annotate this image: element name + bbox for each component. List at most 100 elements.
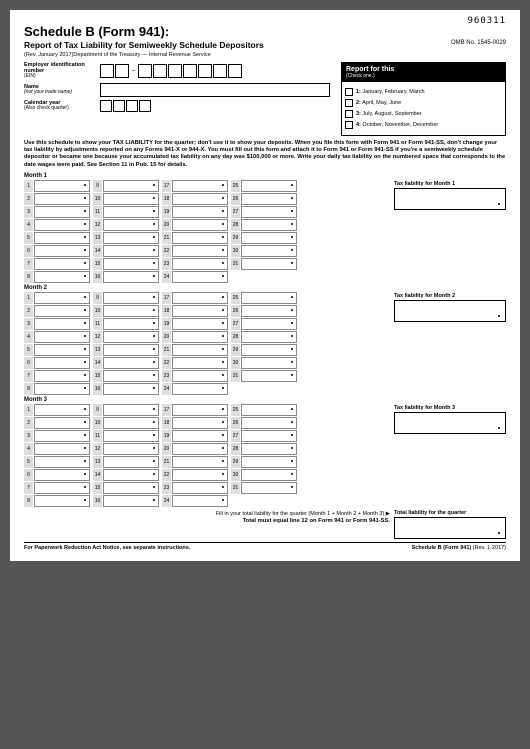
day-28-input[interactable]	[241, 331, 297, 343]
day-29-input[interactable]	[241, 456, 297, 468]
day-11-input[interactable]	[103, 318, 159, 330]
day-3-input[interactable]	[34, 430, 90, 442]
day-16-input[interactable]	[103, 495, 159, 507]
day-31-input[interactable]	[241, 258, 297, 270]
day-28-input[interactable]	[241, 219, 297, 231]
day-14-input[interactable]	[103, 245, 159, 257]
day-8-input[interactable]	[34, 383, 90, 395]
day-4-input[interactable]	[34, 443, 90, 455]
day-15-input[interactable]	[103, 370, 159, 382]
day-18-input[interactable]	[172, 417, 228, 429]
day-7-input[interactable]	[34, 482, 90, 494]
day-17-input[interactable]	[172, 404, 228, 416]
day-25-input[interactable]	[241, 292, 297, 304]
day-6-input[interactable]	[34, 245, 90, 257]
day-9-input[interactable]	[103, 404, 159, 416]
day-17-input[interactable]	[172, 180, 228, 192]
day-11-input[interactable]	[103, 206, 159, 218]
day-16-input[interactable]	[103, 271, 159, 283]
day-8-input[interactable]	[34, 495, 90, 507]
day-19-input[interactable]	[172, 318, 228, 330]
day-23-input[interactable]	[172, 258, 228, 270]
day-30-input[interactable]	[241, 469, 297, 481]
day-11-input[interactable]	[103, 430, 159, 442]
day-2-input[interactable]	[34, 417, 90, 429]
day-24-input[interactable]	[172, 383, 228, 395]
day-12-input[interactable]	[103, 443, 159, 455]
quarter-option-1[interactable]: 1: January, February, March	[345, 88, 502, 96]
day-4-input[interactable]	[34, 331, 90, 343]
day-26-input[interactable]	[241, 417, 297, 429]
day-31-input[interactable]	[241, 482, 297, 494]
day-14-input[interactable]	[103, 357, 159, 369]
day-3-input[interactable]	[34, 318, 90, 330]
day-27-input[interactable]	[241, 430, 297, 442]
day-1-input[interactable]	[34, 404, 90, 416]
day-25-input[interactable]	[241, 180, 297, 192]
day-13-input[interactable]	[103, 232, 159, 244]
day-22-input[interactable]	[172, 245, 228, 257]
day-29-input[interactable]	[241, 344, 297, 356]
day-27-input[interactable]	[241, 206, 297, 218]
day-10-input[interactable]	[103, 193, 159, 205]
day-1-input[interactable]	[34, 292, 90, 304]
day-16-input[interactable]	[103, 383, 159, 395]
day-6-input[interactable]	[34, 469, 90, 481]
day-13-input[interactable]	[103, 456, 159, 468]
ein-input-group[interactable]: –	[100, 64, 242, 78]
day-21-input[interactable]	[172, 232, 228, 244]
day-31-input[interactable]	[241, 370, 297, 382]
day-12-input[interactable]	[103, 219, 159, 231]
day-29-input[interactable]	[241, 232, 297, 244]
day-27-input[interactable]	[241, 318, 297, 330]
day-28-input[interactable]	[241, 443, 297, 455]
day-8-input[interactable]	[34, 271, 90, 283]
day-30-input[interactable]	[241, 357, 297, 369]
day-5-input[interactable]	[34, 232, 90, 244]
day-15-input[interactable]	[103, 258, 159, 270]
month-2-total-input[interactable]	[394, 300, 506, 322]
day-24-input[interactable]	[172, 271, 228, 283]
day-7-input[interactable]	[34, 370, 90, 382]
day-15-input[interactable]	[103, 482, 159, 494]
day-20-input[interactable]	[172, 331, 228, 343]
day-24-input[interactable]	[172, 495, 228, 507]
day-21-input[interactable]	[172, 456, 228, 468]
day-3-input[interactable]	[34, 206, 90, 218]
day-23-input[interactable]	[172, 482, 228, 494]
day-21-input[interactable]	[172, 344, 228, 356]
day-20-input[interactable]	[172, 443, 228, 455]
day-10-input[interactable]	[103, 305, 159, 317]
day-19-input[interactable]	[172, 206, 228, 218]
day-30-input[interactable]	[241, 245, 297, 257]
day-7-input[interactable]	[34, 258, 90, 270]
month-1-total-input[interactable]	[394, 188, 506, 210]
day-5-input[interactable]	[34, 456, 90, 468]
day-9-input[interactable]	[103, 292, 159, 304]
name-input[interactable]	[100, 83, 330, 97]
day-18-input[interactable]	[172, 193, 228, 205]
day-2-input[interactable]	[34, 193, 90, 205]
day-20-input[interactable]	[172, 219, 228, 231]
day-26-input[interactable]	[241, 193, 297, 205]
day-9-input[interactable]	[103, 180, 159, 192]
day-5-input[interactable]	[34, 344, 90, 356]
day-17-input[interactable]	[172, 292, 228, 304]
day-12-input[interactable]	[103, 331, 159, 343]
day-4-input[interactable]	[34, 219, 90, 231]
day-25-input[interactable]	[241, 404, 297, 416]
month-3-total-input[interactable]	[394, 412, 506, 434]
day-10-input[interactable]	[103, 417, 159, 429]
day-1-input[interactable]	[34, 180, 90, 192]
day-26-input[interactable]	[241, 305, 297, 317]
day-2-input[interactable]	[34, 305, 90, 317]
day-19-input[interactable]	[172, 430, 228, 442]
day-22-input[interactable]	[172, 469, 228, 481]
day-14-input[interactable]	[103, 469, 159, 481]
day-13-input[interactable]	[103, 344, 159, 356]
day-22-input[interactable]	[172, 357, 228, 369]
day-6-input[interactable]	[34, 357, 90, 369]
quarter-option-2[interactable]: 2: April, May, June	[345, 99, 502, 107]
day-23-input[interactable]	[172, 370, 228, 382]
quarter-option-4[interactable]: 4: October, November, December	[345, 121, 502, 129]
